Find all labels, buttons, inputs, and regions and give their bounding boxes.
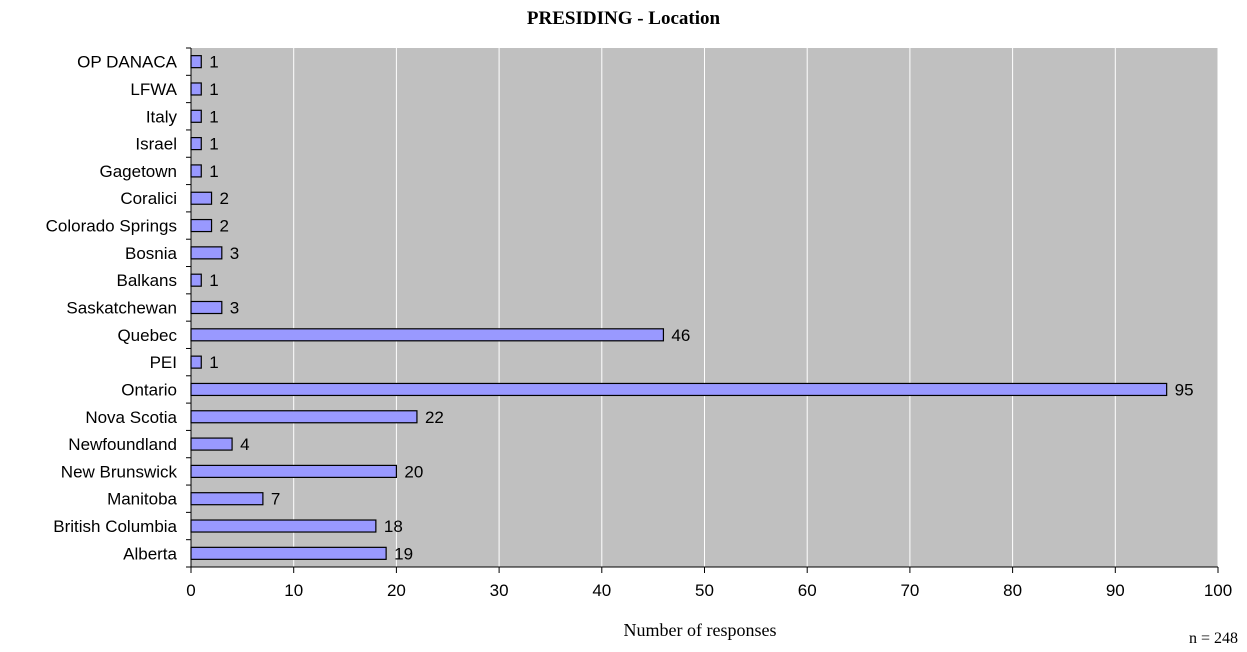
category-label: Coralici [120,189,177,208]
data-label: 22 [425,408,444,427]
bar [190,191,213,205]
y-axis: OP DANACA LFWA Italy Israel Gagetown Coralici… [46,47,192,568]
bar [190,55,202,69]
bar [190,492,264,506]
category-label: LFWA [130,80,177,99]
category-label: Alberta [123,544,177,563]
data-label: 1 [209,53,218,72]
bar [190,464,397,478]
bar [190,410,418,424]
bar [190,246,223,260]
bar [190,300,223,315]
x-tick-label: 60 [798,581,817,600]
data-label: 1 [209,353,218,372]
chart-title: PRESIDING - Location [526,8,721,29]
bar [190,437,233,451]
bar [190,382,1168,397]
x-tick-label: 100 [1204,581,1232,600]
x-tick-label: 80 [1003,581,1022,600]
data-label: 3 [230,244,239,263]
category-label: Gagetown [100,162,178,181]
bar [190,546,387,560]
category-label: Italy [146,107,178,126]
category-label: Bosnia [125,244,178,263]
x-tick-label: 90 [1106,581,1125,600]
bar [190,273,202,287]
category-label: British Columbia [53,517,177,536]
data-label: 7 [271,490,280,509]
bar [190,328,665,342]
bar [190,137,202,151]
data-label: 3 [230,299,239,318]
category-label: Saskatchewan [66,299,177,318]
category-label: Quebec [117,326,177,345]
bar [190,218,213,233]
category-label: Ontario [121,380,177,399]
x-tick-label: 70 [900,581,919,600]
category-label: Israel [135,135,177,154]
bar [190,519,377,533]
data-label: 1 [209,162,218,181]
data-label: 95 [1175,380,1194,399]
x-tick-label: 10 [284,581,303,600]
bar [190,355,202,369]
data-label: 46 [671,326,690,345]
data-label: 20 [404,462,423,481]
data-label: 1 [209,135,218,154]
x-tick-label: 20 [387,581,406,600]
data-label: 1 [209,80,218,99]
data-label: 18 [384,517,403,536]
category-label: Manitoba [107,490,177,509]
x-tick-label: 50 [695,581,714,600]
data-label: 2 [220,189,229,208]
data-label: 19 [394,544,413,563]
bar [190,82,202,96]
category-label: PEI [150,353,177,372]
sample-size-note: n = 248 [1188,630,1238,647]
bars [190,55,1168,560]
x-axis-label: Number of responses [623,620,777,640]
data-label: 1 [209,271,218,290]
category-label: Newfoundland [68,435,177,454]
category-label: New Brunswick [61,462,178,481]
x-axis: 0 10 20 30 40 50 60 70 80 90 100 [186,566,1232,600]
data-label: 1 [209,107,218,126]
x-tick-label: 30 [490,581,509,600]
bar [190,164,202,178]
category-label: Nova Scotia [85,408,177,427]
category-label: Colorado Springs [46,217,177,236]
x-tick-label: 40 [592,581,611,600]
bar [190,109,202,123]
data-label: 4 [240,435,249,454]
category-label: OP DANACA [77,53,177,72]
category-label: Balkans [117,271,177,290]
data-label: 2 [220,217,229,236]
gridlines [293,48,1219,567]
x-tick-label: 0 [186,581,195,600]
